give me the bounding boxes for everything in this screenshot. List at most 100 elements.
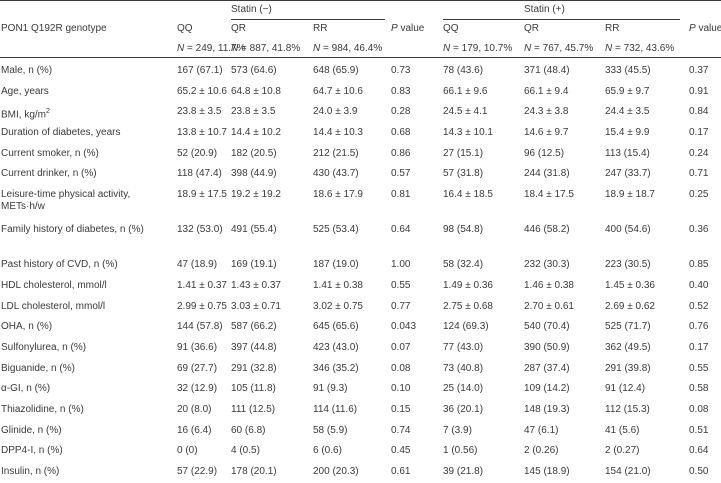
cell-qq-statin-negative: 52 (20.9) — [177, 148, 218, 159]
row-label: Leisure-time physical activity, METs·h/w — [1, 189, 131, 212]
cell-p-value-statin-negative: 0.64 — [391, 224, 411, 235]
cell-qq-statin-negative: 32 (12.9) — [177, 383, 218, 394]
cell-rr-statin-negative: 430 (43.7) — [313, 168, 359, 179]
cell-qr-statin-positive: 446 (58.2) — [524, 224, 570, 235]
cell-p-value-statin-positive: 0.40 — [689, 280, 709, 291]
count-qq-statin-positive: N = 179, 10.7% — [443, 43, 513, 54]
row-label: Male, n (%) — [1, 65, 53, 76]
cell-qr-statin-negative: 182 (20.5) — [231, 148, 277, 159]
cell-qq-statin-positive: 73 (40.8) — [443, 363, 484, 374]
cell-qr-statin-negative: 587 (66.2) — [231, 321, 277, 332]
cell-p-value-statin-positive: 0.76 — [689, 321, 709, 332]
cell-p-value-statin-positive: 0.50 — [689, 466, 709, 477]
cell-p-value-statin-negative: 0.68 — [391, 127, 411, 138]
cell-p-value-statin-negative: 0.28 — [391, 106, 411, 117]
cell-qr-statin-negative: 60 (6.8) — [231, 425, 266, 436]
cell-qq-statin-negative: 23.8 ± 3.5 — [177, 106, 222, 117]
cell-p-value-statin-negative: 0.08 — [391, 363, 411, 374]
cell-qr-statin-positive: 109 (14.2) — [524, 383, 570, 394]
cell-qq-statin-positive: 66.1 ± 9.6 — [443, 86, 488, 97]
cell-qq-statin-negative: 65.2 ± 10.6 — [177, 86, 227, 97]
row-label: Glinide, n (%) — [1, 425, 62, 436]
cell-qq-statin-positive: 24.5 ± 4.1 — [443, 106, 488, 117]
cell-rr-statin-negative: 1.41 ± 0.38 — [313, 280, 363, 291]
cell-qq-statin-positive: 36 (20.1) — [443, 404, 484, 415]
subheader-qq-statin-positive: QQ — [443, 23, 459, 34]
cell-qq-statin-positive: 7 (3.9) — [443, 425, 472, 436]
cell-qq-statin-negative: 2.99 ± 0.75 — [177, 301, 227, 312]
cell-qq-statin-negative: 144 (57.8) — [177, 321, 223, 332]
cell-qr-statin-negative: 64.8 ± 10.8 — [231, 86, 281, 97]
subheader-qq-statin-negative: QQ — [177, 23, 193, 34]
cell-p-value-statin-positive: 0.08 — [689, 404, 709, 415]
count-qr-statin-negative: N = 887, 41.8% — [231, 43, 301, 54]
row-label: LDL cholesterol, mmol/l — [1, 301, 106, 312]
cell-rr-statin-positive: 525 (71.7) — [605, 321, 651, 332]
cell-p-value-statin-positive: 0.37 — [689, 65, 709, 76]
cell-rr-statin-positive: 333 (45.5) — [605, 65, 651, 76]
cell-qq-statin-positive: 39 (21.8) — [443, 466, 484, 477]
cell-rr-statin-negative: 200 (20.3) — [313, 466, 359, 477]
count-qr-statin-positive: N = 767, 45.7% — [524, 43, 594, 54]
cell-qq-statin-positive: 27 (15.1) — [443, 148, 484, 159]
cell-qq-statin-negative: 69 (27.7) — [177, 363, 218, 374]
cell-qr-statin-positive: 18.4 ± 17.5 — [524, 189, 574, 200]
cell-qq-statin-negative: 132 (53.0) — [177, 224, 223, 235]
cell-qr-statin-positive: 540 (70.4) — [524, 321, 570, 332]
cell-qq-statin-negative: 13.8 ± 10.7 — [177, 127, 227, 138]
cell-rr-statin-positive: 2.69 ± 0.62 — [605, 301, 655, 312]
cell-qr-statin-positive: 24.3 ± 3.8 — [524, 106, 569, 117]
cell-p-value-statin-negative: 0.74 — [391, 425, 411, 436]
cell-qq-statin-negative: 91 (36.6) — [177, 342, 218, 353]
row-label: Sulfonylurea, n (%) — [1, 342, 87, 353]
cell-qr-statin-positive: 244 (31.8) — [524, 168, 570, 179]
cell-qq-statin-positive: 16.4 ± 18.5 — [443, 189, 493, 200]
cell-rr-statin-negative: 114 (11.6) — [313, 404, 358, 415]
statin-negative-group-rule — [231, 19, 385, 20]
row-label: Thiazolidine, n (%) — [1, 404, 84, 415]
cell-qr-statin-negative: 111 (12.5) — [231, 404, 276, 415]
cell-rr-statin-negative: 91 (9.3) — [313, 383, 348, 394]
cell-p-value-statin-positive: 0.58 — [689, 383, 709, 394]
cell-qr-statin-negative: 169 (19.1) — [231, 259, 277, 270]
cell-qr-statin-positive: 2.70 ± 0.61 — [524, 301, 574, 312]
subheader-rr-statin-positive: RR — [605, 23, 620, 34]
row-label: OHA, n (%) — [1, 321, 53, 332]
cell-qr-statin-negative: 397 (44.8) — [231, 342, 277, 353]
count-rr-statin-positive: N = 732, 43.6% — [605, 43, 675, 54]
header-bottom-rule — [0, 57, 721, 58]
cell-rr-statin-positive: 247 (33.7) — [605, 168, 651, 179]
cell-p-value-statin-negative: 0.10 — [391, 383, 411, 394]
cell-qr-statin-positive: 47 (6.1) — [524, 425, 559, 436]
cell-rr-statin-positive: 223 (30.5) — [605, 259, 651, 270]
cell-qq-statin-negative: 1.41 ± 0.37 — [177, 280, 227, 291]
cell-p-value-statin-positive: 0.64 — [689, 445, 709, 456]
cell-rr-statin-positive: 362 (49.5) — [605, 342, 651, 353]
cell-qr-statin-positive: 14.6 ± 9.7 — [524, 127, 569, 138]
row-label: Current smoker, n (%) — [1, 148, 99, 159]
cell-qq-statin-positive: 57 (31.8) — [443, 168, 484, 179]
cell-qr-statin-positive: 390 (50.9) — [524, 342, 570, 353]
header-top-rule — [0, 0, 721, 1]
row-label: α-GI, n (%) — [1, 383, 51, 394]
row-label: Past history of CVD, n (%) — [1, 259, 118, 270]
cell-qr-statin-negative: 1.43 ± 0.37 — [231, 280, 281, 291]
cell-rr-statin-negative: 18.6 ± 17.9 — [313, 189, 363, 200]
row-label: Current drinker, n (%) — [1, 168, 97, 179]
subheader-rr-statin-negative: RR — [313, 23, 328, 34]
cell-rr-statin-negative: 3.02 ± 0.75 — [313, 301, 363, 312]
cell-qr-statin-positive: 145 (18.9) — [524, 466, 570, 477]
cell-qq-statin-negative: 47 (18.9) — [177, 259, 218, 270]
row-label: BMI, kg/m2 — [1, 108, 50, 121]
cell-rr-statin-positive: 18.9 ± 18.7 — [605, 189, 655, 200]
cell-qq-statin-positive: 124 (69.3) — [443, 321, 489, 332]
row-label: Insulin, n (%) — [1, 466, 60, 477]
cell-qr-statin-positive: 287 (37.4) — [524, 363, 570, 374]
cell-qq-statin-positive: 1.49 ± 0.36 — [443, 280, 493, 291]
cell-rr-statin-negative: 212 (21.5) — [313, 148, 359, 159]
cell-p-value-statin-negative: 0.61 — [391, 466, 411, 477]
cell-p-value-statin-negative: 0.07 — [391, 342, 411, 353]
cell-qr-statin-positive: 371 (48.4) — [524, 65, 570, 76]
row-label: Duration of diabetes, years — [1, 127, 121, 138]
cell-rr-statin-negative: 64.7 ± 10.6 — [313, 86, 363, 97]
